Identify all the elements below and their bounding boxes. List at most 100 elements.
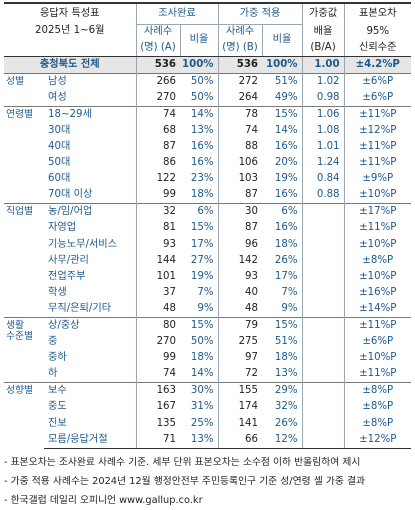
group-label: 직업별 [4,203,44,318]
cases-b-cell: 103 [238,173,259,185]
cases-a-cell: 32 [136,203,181,221]
ratio-a-cell: 14% [180,105,219,123]
moe-header-1: 표본오차 [344,2,412,24]
table-row: 60대 122 23% 103 19% 0.84 ±9%P [4,171,411,188]
cases-a-cell: 163 [136,382,181,400]
ratio-b-cell: 13% [262,366,303,383]
subgroup-label: 진보 [44,415,137,432]
subgroup-label: 여성 [44,89,137,107]
ratio-a-cell: 31% [180,399,219,416]
moe-cell: ±11%P [359,222,397,234]
group-label: 연령별 [4,105,44,204]
cases-a-cell: 48 [163,302,177,314]
subgroup-label: 18~29세 [44,105,137,123]
ratio-a-cell: 27% [180,252,219,269]
total-moe: ±4.2%P [344,56,412,74]
table-row: 하 74 14% 72 13% ±11%P [4,366,411,383]
moe-cell: ±6%P [344,72,412,90]
cases-a-cell: 122 [156,173,177,185]
cases-b-cell: 93 [245,270,259,282]
cases-a-cell: 144 [156,254,177,266]
ratio-a-cell: 6% [180,203,219,221]
subgroup-label: 하 [44,366,137,383]
ratio-b-cell: 7% [262,284,303,301]
segment-title: 응답자 특성표 [4,2,137,24]
weight-multiplier-cell: 1.24 [302,155,345,172]
surveyed-header: 조사완료 [136,2,219,25]
ratio-b-header: 비율 [262,24,303,57]
cases-b-cell: 275 [238,336,259,348]
moe-cell: ±16%P [359,286,397,298]
footnote-moe: - 표본오차는 조사완료 사례수 기준. 세부 단위 표본오차는 소수점 이하 … [4,456,361,468]
weight-multiplier-cell: 1.02 [302,72,345,90]
subgroup-label: 모름/응답거절 [44,431,137,449]
table-row: 학생 37 7% 40 7% ±16%P [4,284,411,301]
ratio-a-cell: 18% [180,350,219,367]
moe-cell: ±10%P [359,238,397,250]
cases-b-cell: 155 [218,382,263,400]
cases-a-header-1: 사례수 [136,24,181,40]
cases-a-cell: 266 [136,72,181,90]
cases-b-cell: 174 [238,401,259,413]
table-row: 40대 87 16% 88 16% 1.01 ±11%P [4,138,411,156]
weight-multiplier-cell [302,236,345,253]
cases-b-cell: 79 [218,317,263,335]
ratio-b-cell: 16% [262,187,303,204]
ratio-a-cell: 50% [180,89,219,107]
weight-multiplier-header-3: (B/A) [302,40,345,57]
moe-cell: ±10%P [359,270,397,282]
cases-b-cell: 87 [245,222,259,234]
ratio-a-cell: 23% [180,171,219,188]
ratio-b-cell: 26% [262,252,303,269]
subgroup-label: 농/임/어업 [44,203,137,221]
ratio-a-cell: 9% [180,300,219,318]
ratio-a-cell: 25% [180,415,219,432]
weight-multiplier-cell [302,415,345,432]
subgroup-label: 중 [44,334,137,351]
ratio-a-cell: 13% [180,122,219,139]
moe-cell: ±11%P [359,368,397,380]
ratio-a-cell: 17% [180,236,219,253]
ratio-b-cell: 29% [262,382,303,400]
weight-multiplier-cell [302,284,345,301]
ratio-b-cell: 15% [262,105,303,123]
total-label: 충청북도 전체 [4,56,137,74]
moe-cell: ±10%P [359,352,397,364]
moe-cell: ±9%P [362,173,394,185]
total-cases-a: 536 [136,56,181,74]
ratio-a-cell: 50% [180,72,219,90]
table-row: 중하 99 18% 97 18% ±10%P [4,350,411,367]
moe-cell: ±8%P [362,254,394,266]
cases-a-cell: 74 [163,368,177,380]
cases-a-cell: 101 [156,270,177,282]
ratio-b-cell: 26% [262,415,303,432]
moe-cell: ±11%P [344,317,412,335]
cases-a-cell: 93 [163,238,177,250]
subgroup-label: 50대 [44,155,137,172]
subgroup-label: 무직/은퇴/기타 [44,300,137,318]
moe-cell: ±10%P [359,189,397,201]
ratio-b-cell: 12% [262,431,303,449]
cases-a-cell: 80 [136,317,181,335]
ratio-b-cell: 19% [262,171,303,188]
weight-multiplier-cell [302,334,345,351]
subgroup-label: 상/중상 [44,317,137,335]
weight-multiplier-cell: 0.88 [302,187,345,204]
cases-b-cell: 40 [245,286,259,298]
weight-multiplier-cell [302,252,345,269]
moe-cell: ±17%P [344,203,412,221]
table-row: 전업주부 101 19% 93 17% ±10%P [4,268,411,285]
table-row: 70대 이상 99 18% 87 16% 0.88 ±10%P [4,187,411,204]
table-row: 생활 수준별 상/중상 80 15% 79 15% ±11%P [4,316,412,383]
cases-b-cell: 72 [245,368,259,380]
weight-multiplier-cell [302,382,345,400]
ratio-b-cell: 51% [262,72,303,90]
ratio-a-cell: 14% [180,366,219,383]
table-row: 모름/응답거절 71 13% 66 12% ±12%P [4,431,412,449]
characteristics-table-container: 응답자 특성표 조사완료 가중 적용 가중값 표본오차 2025년 1~6월 사… [4,2,412,510]
cases-b-cell: 96 [245,238,259,250]
cases-b-cell: 66 [218,431,263,449]
ratio-a-cell: 7% [180,284,219,301]
cases-b-cell: 87 [245,189,259,201]
ratio-b-cell: 9% [262,300,303,318]
